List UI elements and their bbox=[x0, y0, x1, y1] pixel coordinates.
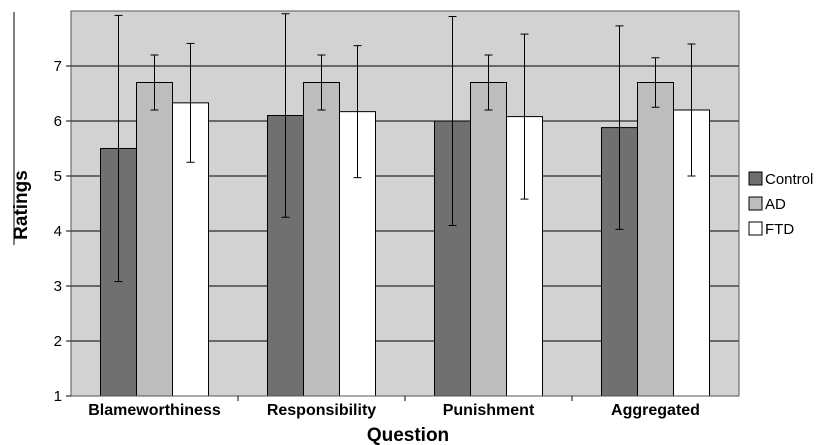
x-tick-label: Aggregated bbox=[611, 402, 700, 419]
error-bar bbox=[150, 54, 159, 111]
y-tick-labels: 1 2 3 4 5 6 7 bbox=[54, 58, 71, 405]
y-tick-label: 1 bbox=[54, 388, 62, 405]
error-bar bbox=[353, 45, 362, 179]
bar-ad bbox=[470, 82, 507, 397]
y-tick-label: 5 bbox=[54, 168, 62, 185]
bar-ad bbox=[637, 82, 674, 397]
bar-ad bbox=[136, 82, 173, 397]
y-tick-label: 7 bbox=[54, 58, 62, 75]
legend-label: Control bbox=[765, 171, 813, 188]
error-bar bbox=[484, 54, 493, 111]
legend-label: AD bbox=[765, 196, 786, 213]
bar-ftd bbox=[673, 109, 710, 397]
x-tick-labels: Blameworthiness Responsibility Punishment A… bbox=[88, 396, 700, 419]
legend-item-ad: AD bbox=[748, 196, 786, 213]
y-tick-label: 3 bbox=[54, 278, 62, 295]
error-bar bbox=[651, 57, 660, 108]
error-bar bbox=[520, 33, 529, 200]
error-bar bbox=[114, 14, 123, 283]
error-bar bbox=[281, 13, 290, 218]
legend-swatch bbox=[748, 171, 763, 186]
y-tick-label: 4 bbox=[54, 223, 62, 240]
legend-item-ftd: FTD bbox=[748, 221, 794, 238]
error-bar bbox=[186, 42, 195, 163]
legend-label: FTD bbox=[765, 221, 794, 238]
error-bars bbox=[114, 13, 696, 283]
legend-item-control: Control bbox=[748, 171, 813, 188]
x-tick-label: Responsibility bbox=[267, 402, 376, 419]
y-tick-label: 6 bbox=[54, 113, 62, 130]
error-bar bbox=[615, 25, 624, 230]
legend: Control AD FTD bbox=[748, 171, 813, 238]
x-tick-label: Punishment bbox=[443, 402, 535, 419]
error-bar bbox=[448, 16, 457, 226]
error-bar bbox=[687, 43, 696, 177]
x-tick-label: Blameworthiness bbox=[88, 402, 221, 419]
x-axis-title: Question bbox=[367, 425, 449, 445]
legend-swatch bbox=[748, 221, 763, 236]
bar-ad bbox=[303, 82, 340, 397]
y-tick-label: 2 bbox=[54, 333, 62, 350]
legend-swatch bbox=[748, 196, 763, 211]
y-axis-title: Ratings bbox=[11, 170, 32, 240]
error-bar bbox=[317, 54, 326, 111]
